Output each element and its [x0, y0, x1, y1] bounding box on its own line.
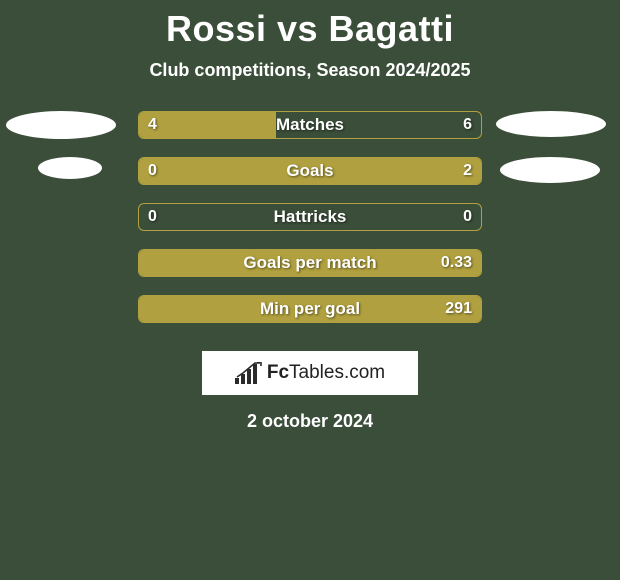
page-title: Rossi vs Bagatti	[0, 0, 620, 50]
stat-row: Matches46	[0, 111, 620, 157]
comparison-infographic: Rossi vs Bagatti Club competitions, Seas…	[0, 0, 620, 580]
stat-row: Hattricks00	[0, 203, 620, 249]
brand-text: FcTables.com	[267, 362, 385, 384]
date-line: 2 october 2024	[0, 411, 620, 432]
subtitle: Club competitions, Season 2024/2025	[0, 60, 620, 81]
bar-track	[138, 249, 482, 277]
left-team-ellipse	[6, 111, 116, 139]
bar-track	[138, 111, 482, 139]
bar-track	[138, 295, 482, 323]
stat-row: Goals per match0.33	[0, 249, 620, 295]
brand-light: Tables.com	[289, 362, 385, 383]
stat-row: Goals02	[0, 157, 620, 203]
bar-fill-right	[139, 296, 481, 322]
bar-track	[138, 157, 482, 185]
bar-fill-right	[139, 158, 481, 184]
brand-badge: FcTables.com	[202, 351, 418, 395]
right-team-ellipse	[500, 157, 600, 183]
brand-strong: Fc	[267, 362, 289, 383]
chart-area: Matches46Goals02Hattricks00Goals per mat…	[0, 111, 620, 341]
stat-row: Min per goal291	[0, 295, 620, 341]
bar-fill-right	[139, 250, 481, 276]
bar-fill-left	[139, 112, 276, 138]
bar-track	[138, 203, 482, 231]
left-team-ellipse	[38, 157, 102, 179]
bars-icon	[235, 362, 263, 384]
right-team-ellipse	[496, 111, 606, 137]
